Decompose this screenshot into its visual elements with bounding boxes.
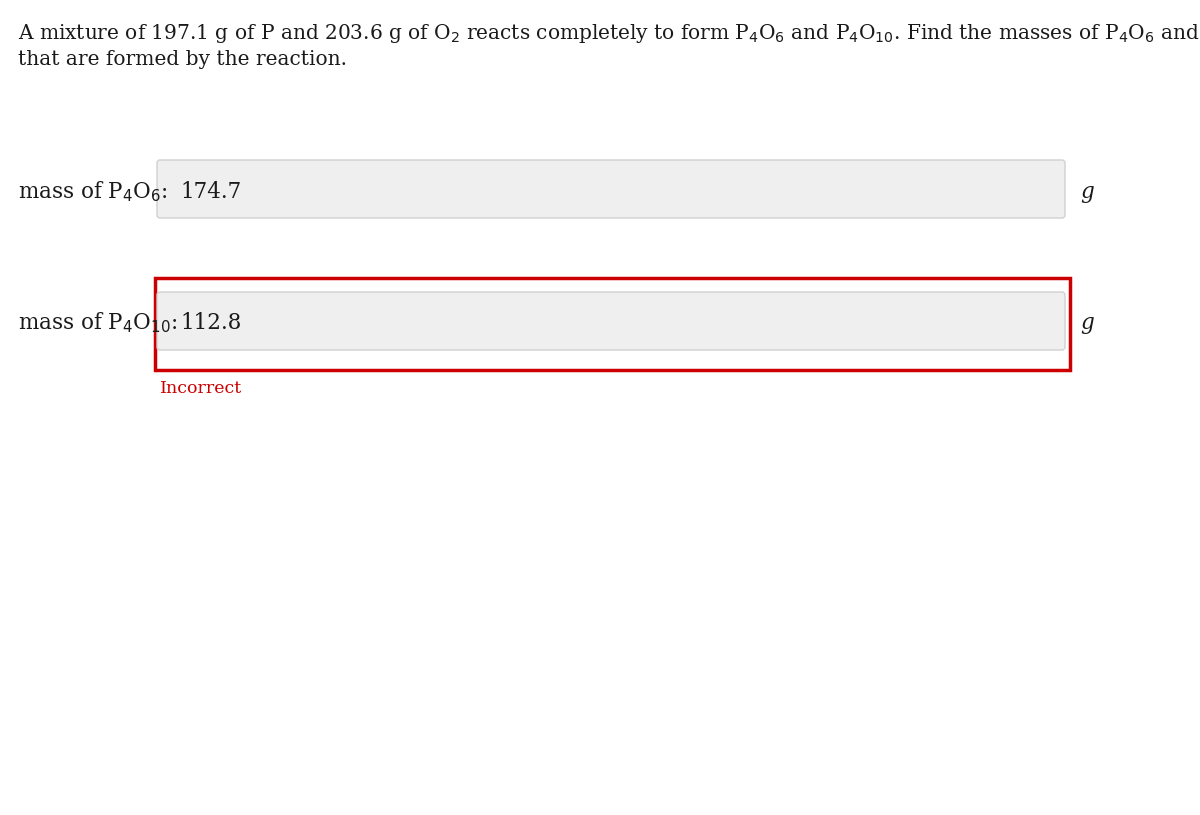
Text: Incorrect: Incorrect (160, 380, 242, 397)
FancyBboxPatch shape (155, 278, 1070, 370)
Text: mass of P$_4$O$_{10}$:: mass of P$_4$O$_{10}$: (18, 311, 178, 335)
Text: A mixture of 197.1 g of P and 203.6 g of O$_2$ reacts completely to form P$_4$O$: A mixture of 197.1 g of P and 203.6 g of… (18, 22, 1200, 45)
Text: mass of P$_4$O$_6$:: mass of P$_4$O$_6$: (18, 179, 168, 205)
Text: g: g (1080, 181, 1093, 203)
FancyBboxPatch shape (157, 160, 1066, 218)
Text: 174.7: 174.7 (180, 181, 241, 203)
Text: g: g (1080, 312, 1093, 334)
FancyBboxPatch shape (157, 292, 1066, 350)
Text: that are formed by the reaction.: that are formed by the reaction. (18, 50, 347, 69)
Text: 112.8: 112.8 (180, 312, 241, 334)
